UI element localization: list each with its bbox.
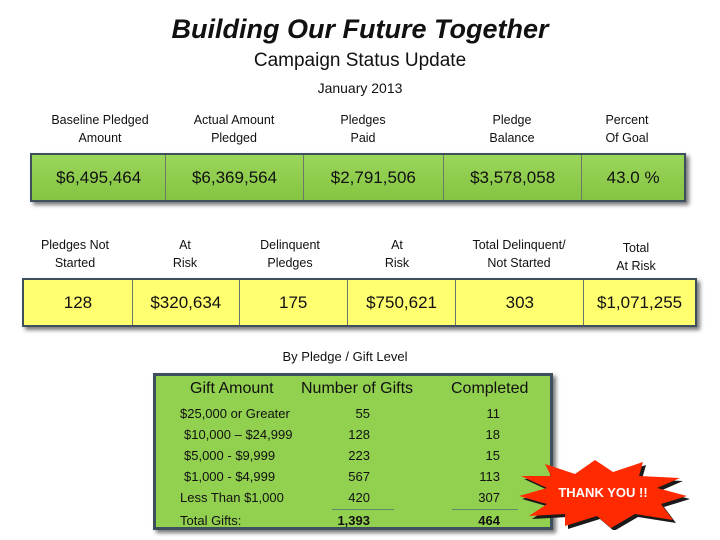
header-cell: Completed — [451, 380, 529, 397]
risk-label-line: At — [179, 238, 191, 252]
summary-label-line: Amount — [78, 131, 122, 145]
gift-count: 567 — [348, 469, 370, 484]
thank-you-starburst — [519, 460, 690, 530]
header-cell: Number of Gifts — [301, 380, 414, 397]
summary-value: 43.0 % — [606, 167, 660, 187]
risk-label: At Risk — [115, 236, 255, 272]
summary-label-line: Pledge — [492, 113, 532, 127]
table-row: $25,000 or Greater 55 11 — [156, 404, 550, 425]
risk-label: Total At Risk — [566, 239, 706, 275]
summary-label-line: Paid — [350, 131, 376, 145]
summary-label: Percent Of Goal — [557, 111, 697, 147]
divider — [452, 509, 518, 510]
gift-count: 420 — [348, 490, 370, 505]
summary-value: $2,791,506 — [304, 155, 444, 200]
total-label: Total Gifts: — [180, 513, 242, 528]
summary-label-line: Pledges — [340, 113, 386, 127]
page-subtitle: Campaign Status Update — [253, 50, 467, 71]
risk-value: 175 — [240, 280, 348, 325]
risk-value: 128 — [24, 280, 133, 325]
summary-label-line: Baseline Pledged — [51, 113, 149, 127]
gift-amount: $5,000 - $9,999 — [184, 448, 276, 463]
gift-completed: 307 — [478, 490, 500, 505]
summary-label: Pledges Paid — [293, 111, 433, 147]
gift-count: 128 — [348, 427, 370, 442]
risk-value: $1,071,255 — [597, 292, 683, 312]
risk-value: $320,634 — [133, 280, 240, 325]
header-cell: Gift Amount — [190, 380, 274, 397]
summary-label: Baseline Pledged Amount — [30, 111, 170, 147]
risk-label-line: Risk — [172, 256, 198, 270]
report-date: January 2013 — [317, 80, 403, 96]
summary-value: $3,578,058 — [444, 155, 583, 200]
gift-count: 223 — [348, 448, 370, 463]
summary-label-line: Balance — [489, 131, 535, 145]
total-count: 1,393 — [337, 513, 370, 528]
risk-label: At Risk — [327, 236, 467, 272]
divider — [332, 509, 394, 510]
summary-label: Actual Amount Pledged — [164, 111, 304, 147]
gift-amount: Less Than $1,000 — [180, 490, 284, 505]
risk-label: Total Delinquent/Not Started — [449, 236, 589, 272]
gift-completed: 113 — [479, 469, 500, 484]
summary-value: $6,495,464 — [32, 155, 167, 200]
gift-level-table: Gift Amount Number of Gifts Completed $25,0… — [153, 373, 553, 530]
gift-amount: $10,000 – $24,999 — [184, 427, 293, 442]
gift-completed: 11 — [486, 406, 501, 421]
gift-completed: 15 — [485, 448, 500, 463]
risk-label-line: Delinquent — [260, 238, 320, 252]
gift-count: 55 — [355, 406, 370, 421]
risk-label-line: Not Started — [487, 256, 551, 270]
summary-row: $6,495,464 $6,369,564 $2,791,506 $3,578,058… — [30, 153, 686, 202]
risk-label-line: Started — [54, 256, 96, 270]
risk-value: 303 — [456, 280, 585, 325]
thank-you-text: THANK YOU !! — [558, 485, 648, 500]
gift-amount: $1,000 - $4,999 — [184, 469, 276, 484]
total-completed: 464 — [478, 513, 500, 528]
summary-label-line: Actual Amount — [193, 113, 275, 127]
gift-amount: $25,000 or Greater — [180, 406, 290, 421]
risk-label: Delinquent Pledges — [220, 236, 360, 272]
risk-label-line: Risk — [384, 256, 410, 270]
summary-label-line: Percent — [605, 113, 649, 127]
table-row: Less Than $1,000 420 307 — [156, 488, 550, 509]
gift-table-caption: By Pledge / Gift Level — [282, 349, 408, 364]
summary-label-line: Pledged — [211, 131, 257, 145]
risk-label-line: Pledges Not — [40, 238, 110, 252]
table-row: $5,000 - $9,999 223 15 — [156, 446, 550, 467]
risk-label-line: At Risk — [616, 259, 656, 273]
risk-label-line: Pledges — [267, 256, 313, 270]
table-row: $1,000 - $4,999 567 113 — [156, 467, 550, 488]
risk-label: Pledges Not Started — [5, 236, 145, 272]
risk-label-line: Total Delinquent/ — [472, 238, 566, 252]
risk-label-line: At — [391, 238, 403, 252]
summary-value: $6,369,564 — [166, 155, 304, 200]
table-row: $10,000 – $24,999 128 18 — [156, 425, 550, 446]
total-row: Total Gifts: 1,393 464 — [156, 511, 550, 532]
gift-completed: 18 — [485, 427, 500, 442]
summary-label: Pledge Balance — [442, 111, 582, 147]
risk-value: $750,621 — [348, 280, 457, 325]
page-title: Building Our Future Together — [171, 14, 549, 44]
risk-label-line: Total — [622, 241, 650, 255]
risk-row: 128 $320,634 175 $750,621 303 $1,071,255 — [22, 278, 697, 327]
summary-label-line: Of Goal — [605, 131, 649, 145]
table-header: Gift Amount Number of Gifts Completed — [156, 380, 550, 401]
